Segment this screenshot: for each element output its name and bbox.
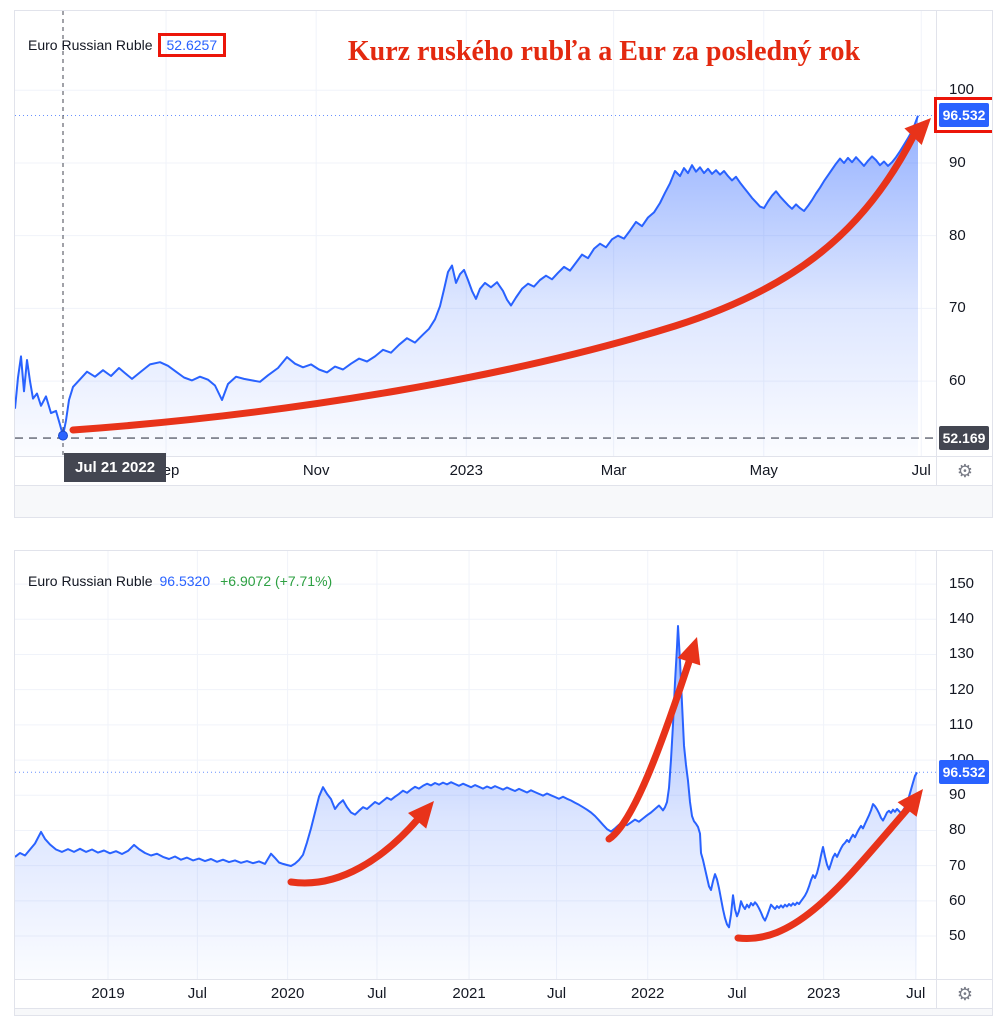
bottom-chart-header: Euro Russian Ruble 96.5320 +6.9072 (+7.7… <box>28 573 332 589</box>
x-tick-label: 2021 <box>452 985 486 1002</box>
bottom-axis-corner: ⚙ <box>936 980 992 1008</box>
bottom-chart-plot[interactable] <box>15 551 936 979</box>
x-tick-label: 2022 <box>631 985 665 1002</box>
x-tick-label: Jul <box>367 985 387 1002</box>
series-line <box>15 115 919 437</box>
low-price-badge: 52.169 <box>939 426 989 451</box>
top-chart-header: Euro Russian Ruble 52.6257 <box>28 33 227 57</box>
y-tick-label: 80 <box>949 226 966 244</box>
trend-arrow <box>287 801 434 887</box>
y-tick-label: 70 <box>949 299 966 317</box>
chart-value: 52.6257 <box>166 37 218 53</box>
y-tick-label: 120 <box>949 680 975 698</box>
x-tick-label: Mar <box>600 462 627 479</box>
trend-arrow <box>734 789 923 942</box>
y-tick-label: 90 <box>949 786 966 804</box>
trend-arrow <box>69 118 931 434</box>
x-tick-label: Jul <box>911 462 931 479</box>
y-tick-label: 80 <box>949 821 966 839</box>
trend-arrow <box>605 637 701 843</box>
bottom-bottom-strip <box>15 1009 992 1015</box>
title-value-red-box: 52.6257 <box>157 33 227 57</box>
chart-title: Euro Russian Ruble <box>28 37 153 53</box>
y-tick-label: 100 <box>949 81 975 99</box>
annotation-headline: Kurz ruského rubľa a Eur za posledný rok <box>347 36 861 67</box>
top-axis-corner: ⚙ <box>936 457 992 485</box>
x-tick-label: 2019 <box>91 985 125 1002</box>
x-tick-label: Jul <box>546 985 567 1002</box>
x-tick-label: Jul <box>906 985 926 1002</box>
area-series <box>15 115 918 456</box>
low-point-marker <box>58 430 68 441</box>
chart-title: Euro Russian Ruble <box>28 573 153 589</box>
y-tick-label: 150 <box>949 575 975 593</box>
x-tick-label: May <box>749 462 778 479</box>
settings-icon[interactable]: ⚙ <box>956 984 974 1004</box>
top-chart-plot[interactable] <box>15 11 936 456</box>
x-tick-label: Jul <box>727 985 747 1002</box>
y-tick-label: 50 <box>949 927 966 945</box>
x-tick-label: 2023 <box>449 462 483 479</box>
y-tick-label: 140 <box>949 610 975 628</box>
x-tick-label: 2023 <box>806 985 841 1002</box>
y-tick-label: 60 <box>949 891 966 909</box>
bottom-time-axis[interactable]: ⚙ 2019 Jul 2020 Jul 2021 Jul 2022 Jul 2023 Jul <box>15 979 992 1009</box>
settings-icon[interactable]: ⚙ <box>956 461 974 481</box>
last-price-badge: 96.532 <box>939 103 989 128</box>
x-tick-label: 2020 <box>270 985 305 1002</box>
crosshair-date-tooltip: Jul 21 2022 <box>64 453 167 482</box>
x-tick-label: Jul <box>187 985 207 1002</box>
series-line <box>15 625 918 929</box>
bottom-chart-widget: 150140130120110100908070605096.532 ⚙ 201… <box>14 550 993 1016</box>
chart-value: 96.5320 <box>159 573 211 589</box>
x-tick-label: Nov <box>302 462 330 479</box>
y-tick-label: 130 <box>949 645 975 663</box>
y-tick-label: 70 <box>949 856 966 874</box>
chart-change: +6.9072 (+7.71%) <box>220 573 333 589</box>
top-price-axis[interactable]: 100 90 80 70 60 96.532 52.169 <box>934 11 992 456</box>
top-bottom-strip <box>15 486 992 517</box>
area-series <box>15 626 917 979</box>
y-tick-label: 90 <box>949 153 966 171</box>
y-tick-label: 60 <box>949 372 966 390</box>
last-price-badge: 96.532 <box>939 760 989 785</box>
y-tick-label: 110 <box>949 715 973 733</box>
bottom-price-axis[interactable]: 150140130120110100908070605096.532 <box>936 551 992 979</box>
